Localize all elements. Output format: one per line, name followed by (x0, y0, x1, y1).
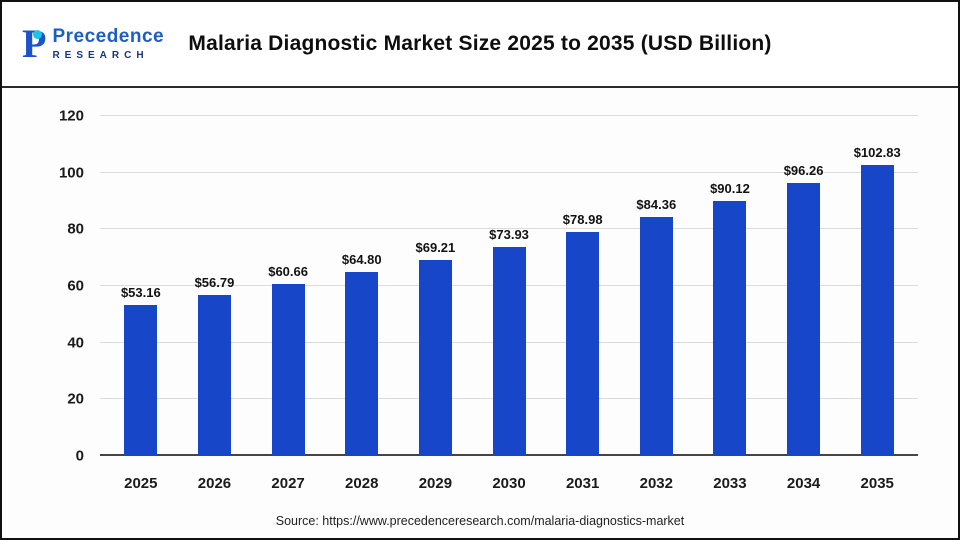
brand-logo: P Precedence RESEARCH (22, 24, 164, 64)
gridline (100, 228, 918, 230)
y-tick-label: 60 (67, 277, 84, 295)
gridline (100, 171, 918, 173)
bar (197, 295, 231, 456)
bar-value-label: $73.93 (489, 226, 529, 242)
brand-name: Precedence (52, 26, 165, 48)
y-tick-label: 80 (67, 220, 84, 238)
bar-group: $78.98 2031 (546, 116, 620, 492)
gridline (100, 115, 918, 116)
bar-value-label: $64.80 (341, 252, 382, 268)
bars-row: $53.16 2025 $56.79 2026 $60.66 2027 $64.80 2028… (100, 116, 918, 492)
header: P Precedence RESEARCH Malaria Diagnostic… (2, 2, 958, 88)
bar-group: $60.66 2027 (251, 116, 325, 492)
bar (492, 246, 526, 456)
source-text: Source: https://www.precedenceresearch.c… (275, 514, 685, 528)
y-tick-label: 20 (67, 390, 84, 408)
bar-value-label: $84.36 (636, 196, 677, 212)
bar-value-label: $78.98 (562, 212, 603, 228)
y-tick-label: 120 (58, 107, 84, 125)
chart-title: Malaria Diagnostic Market Size 2025 to 2… (188, 32, 772, 55)
x-tick-label: 2028 (345, 475, 379, 492)
bar (418, 259, 452, 456)
x-tick-label: 2025 (124, 475, 158, 492)
y-tick-label: 0 (75, 447, 84, 465)
plot-area: 0 20 40 60 80 100 120 $53.16 2025 $56.79 2026 $60.6… (59, 108, 918, 492)
bar (713, 200, 747, 456)
x-tick-label: 2030 (492, 475, 526, 492)
brand-wordmark: Precedence RESEARCH (52, 26, 165, 61)
bar-group: $53.16 2025 (104, 116, 178, 492)
bar (860, 164, 894, 456)
bar (566, 232, 600, 456)
bar-value-label: $69.21 (415, 239, 456, 255)
x-tick-label: 2033 (713, 475, 747, 492)
bar (271, 284, 305, 456)
bar-value-label: $96.26 (783, 163, 824, 179)
bar-group: $96.26 2034 (767, 116, 841, 492)
bar-group: $73.93 2030 (472, 116, 546, 492)
x-tick-label: 2034 (786, 475, 821, 492)
chart-section: 0 20 40 60 80 100 120 $53.16 2025 $56.79 2026 $60.6… (2, 88, 958, 538)
bar-group: $69.21 2029 (399, 116, 473, 492)
bar (639, 216, 673, 456)
bar-group: $56.79 2026 (178, 116, 252, 492)
brand-subtitle: RESEARCH (52, 49, 149, 61)
bar (787, 183, 821, 456)
x-tick-label: 2031 (565, 475, 600, 492)
brand-p-icon: P (22, 21, 47, 66)
x-tick-label: 2027 (271, 475, 305, 492)
bar (345, 272, 379, 456)
x-tick-label: 2032 (639, 475, 673, 492)
bar-group: $102.83 2035 (840, 116, 914, 492)
bar-value-label: $53.16 (120, 285, 161, 301)
bar-group: $84.36 2032 (619, 116, 693, 492)
x-tick-label: 2026 (197, 475, 232, 492)
y-tick-label: 100 (58, 164, 84, 182)
x-tick-label: 2035 (860, 475, 894, 492)
bar-value-label: $90.12 (710, 180, 750, 196)
bar-group: $64.80 2028 (325, 116, 399, 492)
bar-value-label: $60.66 (268, 264, 308, 280)
y-tick-label: 40 (67, 334, 84, 352)
bar-value-label: $56.79 (194, 275, 235, 291)
bar-value-label: $102.83 (853, 144, 901, 160)
bar (124, 305, 158, 456)
x-tick-label: 2029 (418, 475, 453, 492)
bar-group: $90.12 2033 (693, 116, 767, 492)
